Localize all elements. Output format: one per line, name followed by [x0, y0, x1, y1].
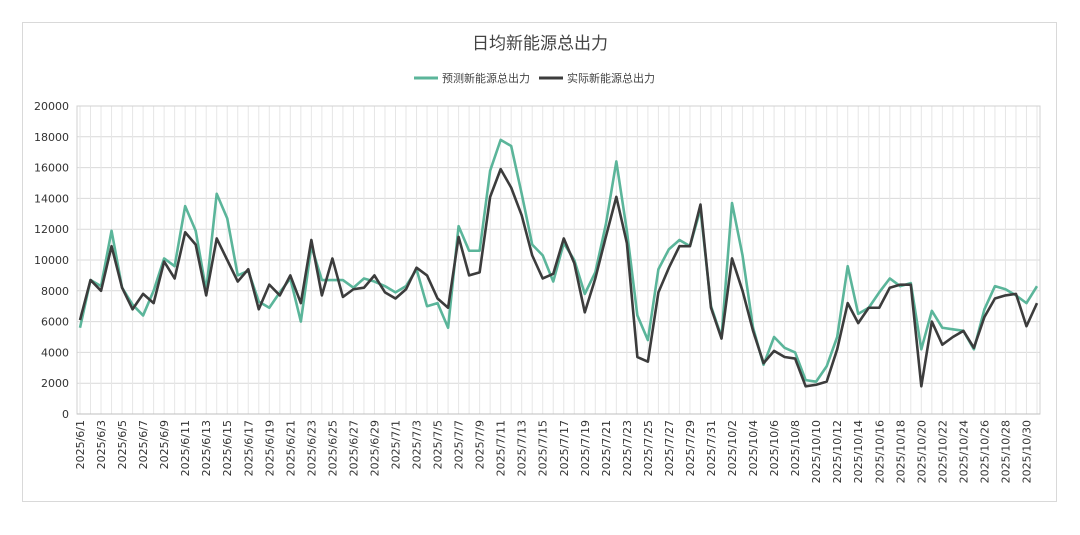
x-tick-label: 2025/7/25 [642, 420, 655, 476]
x-tick-label: 2025/7/3 [411, 420, 424, 469]
x-tick-label: 2025/10/16 [873, 420, 886, 483]
x-tick-label: 2025/7/21 [600, 420, 613, 476]
x-tick-label: 2025/10/4 [747, 420, 760, 476]
x-tick-label: 2025/6/1 [74, 420, 87, 469]
x-tick-label: 2025/6/27 [347, 420, 360, 476]
x-tick-label: 2025/6/17 [242, 420, 255, 476]
x-tick-label: 2025/6/11 [179, 420, 192, 476]
y-tick-label: 18000 [34, 131, 69, 144]
x-tick-label: 2025/10/22 [936, 420, 949, 483]
x-tick-label: 2025/7/29 [684, 420, 697, 476]
x-tick-label: 2025/7/19 [579, 420, 592, 476]
x-tick-label: 2025/10/6 [768, 420, 781, 476]
x-tick-label: 2025/7/11 [495, 420, 508, 476]
y-tick-label: 20000 [34, 100, 69, 113]
x-tick-label: 2025/7/15 [537, 420, 550, 476]
legend-label-2: 实际新能源总出力 [567, 71, 655, 85]
y-tick-label: 12000 [34, 223, 69, 236]
x-axis-ticks: 2025/6/1 2025/6/3 2025/6/5 2025/6/7 2025/6/9… [74, 420, 1033, 483]
y-tick-label: 16000 [34, 162, 69, 175]
y-tick-label: 4000 [41, 346, 69, 359]
x-tick-label: 2025/6/21 [284, 420, 297, 476]
x-tick-label: 2025/10/18 [894, 420, 907, 483]
axes [76, 105, 1041, 415]
x-tick-label: 2025/6/29 [368, 420, 381, 476]
x-tick-label: 2025/7/1 [389, 420, 402, 469]
series-line-2 [78, 167, 1039, 388]
x-tick-label: 2025/10/10 [810, 420, 823, 483]
x-tick-label: 2025/7/7 [453, 420, 466, 469]
x-tick-label: 2025/6/13 [200, 420, 213, 476]
chart-title: 日均新能源总出力 [472, 34, 608, 54]
x-tick-label: 2025/7/9 [474, 420, 487, 469]
x-tick-label: 2025/7/13 [516, 420, 529, 476]
x-tick-label: 2025/10/30 [1020, 420, 1033, 483]
y-tick-label: 10000 [34, 254, 69, 267]
chart-frame [22, 22, 1057, 502]
x-tick-label: 2025/6/19 [263, 420, 276, 476]
x-tick-label: 2025/7/31 [705, 420, 718, 476]
y-tick-label: 14000 [34, 192, 69, 205]
x-tick-label: 2025/10/12 [831, 420, 844, 483]
x-tick-label: 2025/10/2 [726, 420, 739, 476]
x-tick-label: 2025/6/15 [221, 420, 234, 476]
x-tick-label: 2025/10/26 [978, 420, 991, 483]
y-axis-ticks: 0 2000 4000 6000 8000 10000 12000 14000 16000 180… [34, 100, 69, 421]
series-line-1 [78, 138, 1039, 383]
x-tick-label: 2025/6/23 [305, 420, 318, 476]
y-tick-label: 8000 [41, 285, 69, 298]
x-tick-label: 2025/10/28 [999, 420, 1012, 483]
legend: 预测新能源总出力 实际新能源总出力 [414, 71, 655, 85]
series-lines [78, 138, 1039, 388]
y-tick-label: 0 [62, 408, 69, 421]
x-tick-label: 2025/6/25 [326, 420, 339, 476]
x-tick-label: 2025/6/7 [137, 420, 150, 469]
y-tick-label: 2000 [41, 377, 69, 390]
x-tick-label: 2025/10/20 [915, 420, 928, 483]
x-tick-label: 2025/7/17 [558, 420, 571, 476]
x-tick-label: 2025/7/5 [432, 420, 445, 469]
y-tick-label: 6000 [41, 316, 69, 329]
legend-label-1: 预测新能源总出力 [442, 71, 530, 85]
x-tick-label: 2025/6/5 [116, 420, 129, 469]
x-tick-label: 2025/10/24 [957, 420, 970, 483]
x-tick-label: 2025/10/14 [852, 420, 865, 483]
x-tick-label: 2025/6/3 [95, 420, 108, 469]
x-tick-label: 2025/10/8 [789, 420, 802, 476]
x-tick-label: 2025/6/9 [158, 420, 171, 469]
x-tick-label: 2025/7/27 [663, 420, 676, 476]
x-tick-label: 2025/7/23 [621, 420, 634, 476]
